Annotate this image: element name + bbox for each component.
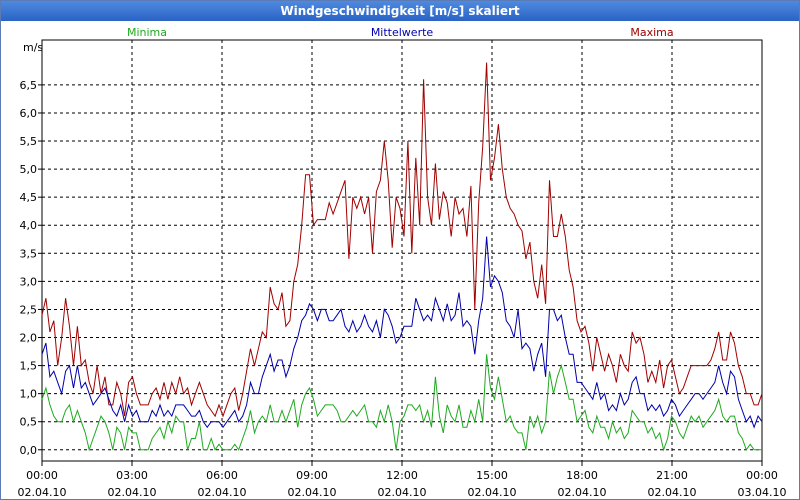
x-tick-time: 00:00 [746,469,778,482]
x-tick-date: 02.04.10 [468,486,517,499]
y-tick-label: 1,5 [20,360,38,373]
x-tick-time: 03:00 [116,469,148,482]
legend-mittelwerte: Mittelwerte [371,26,434,39]
x-tick-date: 02.04.10 [18,486,67,499]
y-tick-label: 0,5 [20,416,38,429]
y-tick-label: 3,0 [20,275,38,288]
y-axis-label: m/s [23,41,43,54]
y-tick-label: 6,0 [20,107,38,120]
y-tick-label: 5,0 [20,163,38,176]
y-tick-label: 2,0 [20,332,38,345]
y-tick-label: 3,5 [20,247,38,260]
x-tick-date: 02.04.10 [288,486,337,499]
y-tick-label: 2,5 [20,303,38,316]
series-line-max [41,62,763,418]
x-tick-time: 21:00 [656,469,688,482]
series-line-mean [41,236,763,429]
x-tick-date: 02.04.10 [558,486,607,499]
x-tick-time: 18:00 [566,469,598,482]
x-tick-time: 09:00 [296,469,328,482]
y-tick-label: 1,0 [20,388,38,401]
y-tick-label: 6,5 [20,79,38,92]
y-tick-label: 4,5 [20,191,38,204]
grid [38,40,763,466]
y-tick-label: 4,0 [20,219,38,232]
x-tick-time: 15:00 [476,469,508,482]
x-tick-labels: 00:00 02.04.10 03:00 02.04.10 06:00 02.04.10 0… [18,469,787,499]
x-tick-time: 00:00 [26,469,58,482]
legend-maxima: Maxima [630,26,673,39]
series-line-min [41,354,762,452]
x-tick-date: 02.04.10 [378,486,427,499]
y-tick-label: 5,5 [20,135,38,148]
y-tick-labels: 0,0 0,5 1,0 1,5 2,0 2,5 3,0 3,5 4,0 4,5 5,0 5,5 6,0 6… [20,79,38,457]
y-tick-label: 0,0 [20,444,38,457]
x-tick-date: 02.04.10 [108,486,157,499]
x-tick-date: 02.04.10 [648,486,697,499]
legend-minima: Minima [127,26,167,39]
x-tick-time: 06:00 [206,469,238,482]
window-title: Windgeschwindigkeit [m/s] skaliert [1,1,799,21]
x-tick-time: 12:00 [386,469,418,482]
x-tick-date: 02.04.10 [198,486,247,499]
x-tick-date: 03.04.10 [738,486,787,499]
series-lines [41,62,763,452]
